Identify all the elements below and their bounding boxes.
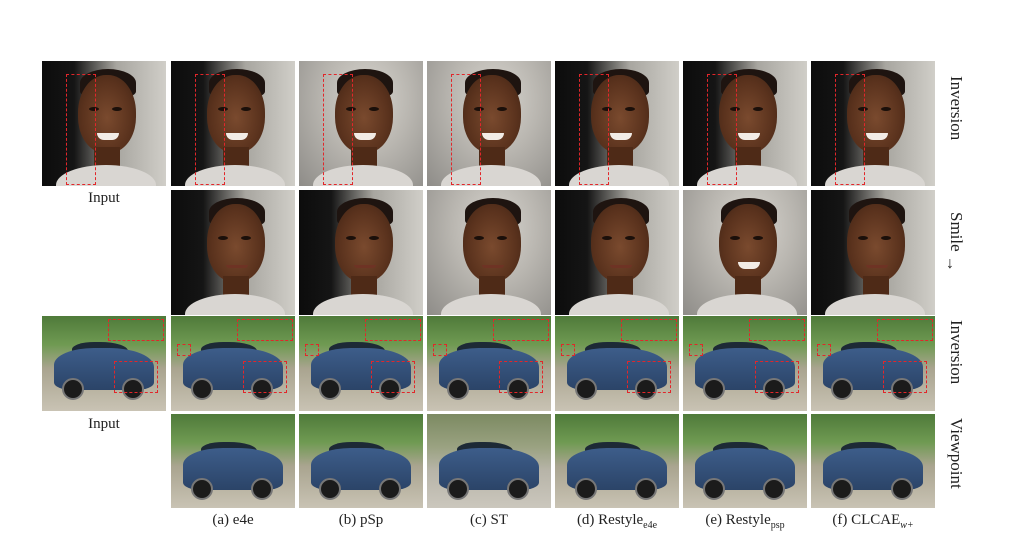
car-viewpoint-st	[427, 414, 551, 508]
car-inversion-st	[427, 316, 551, 411]
highlight-box	[371, 361, 415, 393]
highlight-box	[755, 361, 799, 393]
face-inversion-psp	[299, 61, 423, 186]
face-inversion-restyle-psp	[683, 61, 807, 186]
row-label-face-inversion: Inversion	[947, 76, 966, 141]
highlight-box	[689, 344, 703, 356]
highlight-box	[561, 344, 575, 356]
face-smile-clcae	[811, 190, 935, 315]
car-input-image	[42, 316, 166, 411]
highlight-box	[243, 361, 287, 393]
highlight-box	[305, 344, 319, 356]
highlight-box	[883, 361, 927, 393]
highlight-box	[195, 74, 225, 185]
car-viewpoint-restyle-psp	[683, 414, 807, 508]
face-smile-st	[427, 190, 551, 315]
highlight-box	[627, 361, 671, 393]
highlight-box	[707, 74, 737, 185]
highlight-box	[108, 319, 164, 341]
column-caption-clcae: (f) CLCAEw+	[832, 512, 914, 531]
highlight-box	[365, 319, 421, 341]
highlight-box	[835, 74, 865, 185]
car-viewpoint-restyle-e4e	[555, 414, 679, 508]
car-inversion-clcae	[811, 316, 935, 411]
highlight-box	[451, 74, 481, 185]
highlight-box	[323, 74, 353, 185]
column-caption-psp: (b) pSp	[338, 512, 384, 528]
highlight-box	[114, 361, 158, 393]
face-inversion-e4e	[171, 61, 295, 186]
car-inversion-restyle-e4e	[555, 316, 679, 411]
row-label-car-inversion: Inversion	[947, 320, 966, 385]
column-caption-restyle-e4e: (d) Restylee4e	[576, 512, 658, 531]
face-smile-restyle-psp	[683, 190, 807, 315]
car-viewpoint-e4e	[171, 414, 295, 508]
car-inversion-psp	[299, 316, 423, 411]
highlight-box	[579, 74, 609, 185]
column-caption-st: (c) ST	[470, 512, 508, 528]
arrow-down-icon: ↓	[946, 255, 954, 272]
highlight-box	[877, 319, 933, 341]
highlight-box	[817, 344, 831, 356]
column-caption-e4e: (a) e4e	[212, 512, 254, 528]
highlight-box	[493, 319, 549, 341]
face-smile-psp	[299, 190, 423, 315]
face-input-caption: Input	[88, 190, 120, 206]
highlight-box	[237, 319, 293, 341]
highlight-box	[749, 319, 805, 341]
car-viewpoint-psp	[299, 414, 423, 508]
car-viewpoint-clcae	[811, 414, 935, 508]
face-inversion-st	[427, 61, 551, 186]
column-caption-restyle-psp: (e) Restylepsp	[705, 512, 785, 531]
highlight-box	[66, 74, 96, 185]
highlight-box	[177, 344, 191, 356]
face-input-image	[42, 61, 166, 186]
face-smile-restyle-e4e	[555, 190, 679, 315]
face-inversion-restyle-e4e	[555, 61, 679, 186]
row-label-viewpoint: Viewpoint	[947, 418, 966, 489]
face-smile-e4e	[171, 190, 295, 315]
car-inversion-restyle-psp	[683, 316, 807, 411]
highlight-box	[499, 361, 543, 393]
car-input-caption: Input	[88, 416, 120, 432]
highlight-box	[433, 344, 447, 356]
face-inversion-clcae	[811, 61, 935, 186]
car-inversion-e4e	[171, 316, 295, 411]
highlight-box	[621, 319, 677, 341]
row-label-smile: Smile	[947, 212, 966, 252]
